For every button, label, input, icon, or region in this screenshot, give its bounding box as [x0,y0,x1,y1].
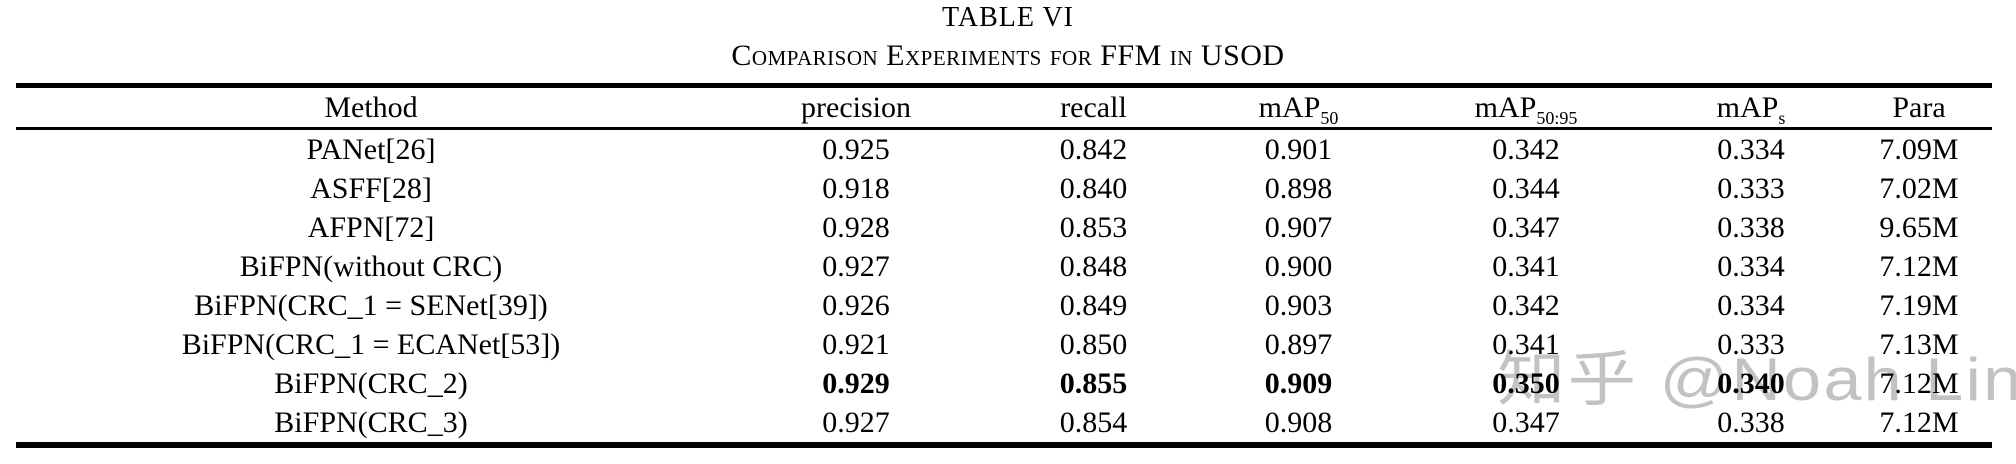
header-subscript: 50 [1320,107,1339,128]
value-cell: 0.918 [822,171,890,205]
column-header-map50: mAP50 [1201,85,1396,130]
value-cell: 0.848 [1059,249,1128,283]
value-cell: 0.925 [822,132,890,166]
value-cell: 0.338 [1717,210,1785,244]
value-cell: 0.333 [1717,171,1785,205]
header-subscript: s [1778,107,1786,128]
table-row-best: BiFPN(CRC_2) 0.929 0.855 0.909 0.350 0.3… [16,364,1992,403]
value-cell: 0.344 [1492,171,1560,205]
value-cell: 0.347 [1492,210,1560,244]
value-cell: 0.909 [1264,366,1333,400]
column-header-para: Para [1846,85,1992,130]
value-cell: 0.921 [822,327,890,361]
value-cell: 0.338 [1717,405,1785,439]
value-cell: 7.13M [1879,327,1959,361]
method-cell: PANet[26] [306,132,436,166]
value-cell: 0.849 [1059,288,1128,322]
value-cell: 0.927 [822,405,890,439]
table-row: ASFF[28] 0.918 0.840 0.898 0.344 0.333 7… [16,169,1992,208]
method-cell: AFPN[72] [307,210,435,244]
method-cell: BiFPN(without CRC) [239,249,503,283]
value-cell: 0.842 [1059,132,1128,166]
value-cell: 0.854 [1059,405,1128,439]
column-header-maps: mAPs [1656,85,1846,130]
value-cell: 0.929 [822,366,890,400]
table-row: BiFPN(CRC_1 = SENet[39]) 0.926 0.849 0.9… [16,286,1992,325]
value-cell: 0.341 [1492,249,1560,283]
value-cell: 0.334 [1717,288,1785,322]
value-cell: 0.334 [1717,132,1785,166]
value-cell: 0.907 [1264,210,1333,244]
value-cell: 0.350 [1492,366,1560,400]
value-cell: 0.347 [1492,405,1560,439]
table-subtitle: Comparison Experiments for FFM in USOD [731,39,1285,72]
value-cell: 0.898 [1264,171,1333,205]
value-cell: 0.850 [1059,327,1128,361]
watermark-text: 知乎 @Noah Lin [1497,346,2016,413]
value-cell: 0.340 [1717,366,1785,400]
table-row: PANet[26] 0.925 0.842 0.901 0.342 0.334 … [16,129,1992,170]
value-cell: 0.342 [1492,288,1560,322]
value-cell: 7.19M [1879,288,1959,322]
table-row: BiFPN(CRC_3) 0.927 0.854 0.908 0.347 0.3… [16,403,1992,445]
value-cell: 7.09M [1879,132,1959,166]
value-cell: 9.65M [1879,210,1959,244]
table-row: AFPN[72] 0.928 0.853 0.907 0.347 0.338 9… [16,208,1992,247]
column-header-method: Method [16,85,726,130]
table-title: TABLE VI [941,2,1074,33]
method-cell: BiFPN(CRC_1 = SENet[39]) [194,288,548,322]
method-cell: BiFPN(CRC_2) [274,366,468,400]
method-cell: BiFPN(CRC_1 = ECANet[53]) [181,327,561,361]
value-cell: 0.341 [1492,327,1560,361]
value-cell: 0.903 [1264,288,1333,322]
method-cell: BiFPN(CRC_3) [274,405,468,439]
header-row: Method precision recall mAP50 mAP50:95 m… [16,85,1992,130]
table-row: BiFPN(without CRC) 0.927 0.848 0.900 0.3… [16,247,1992,286]
value-cell: 0.897 [1264,327,1333,361]
comparison-table: Method precision recall mAP50 mAP50:95 m… [16,83,1992,448]
value-cell: 7.12M [1879,405,1959,439]
value-cell: 0.333 [1717,327,1785,361]
method-cell: ASFF[28] [310,171,432,205]
value-cell: 0.840 [1059,171,1128,205]
value-cell: 0.855 [1059,366,1128,400]
value-cell: 0.342 [1492,132,1560,166]
value-cell: 7.12M [1879,366,1959,400]
table-row: BiFPN(CRC_1 = ECANet[53]) 0.921 0.850 0.… [16,325,1992,364]
value-cell: 0.853 [1059,210,1128,244]
value-cell: 0.928 [822,210,890,244]
value-cell: 0.927 [822,249,890,283]
value-cell: 7.12M [1879,249,1959,283]
value-cell: 0.901 [1264,132,1333,166]
header-subscript: 50:95 [1536,107,1578,128]
column-header-map50-95: mAP50:95 [1396,85,1656,130]
column-header-precision: precision [726,85,986,130]
value-cell: 0.926 [822,288,890,322]
value-cell: 7.02M [1879,171,1959,205]
value-cell: 0.900 [1264,249,1333,283]
column-header-recall: recall [986,85,1201,130]
value-cell: 0.334 [1717,249,1785,283]
value-cell: 0.908 [1264,405,1333,439]
